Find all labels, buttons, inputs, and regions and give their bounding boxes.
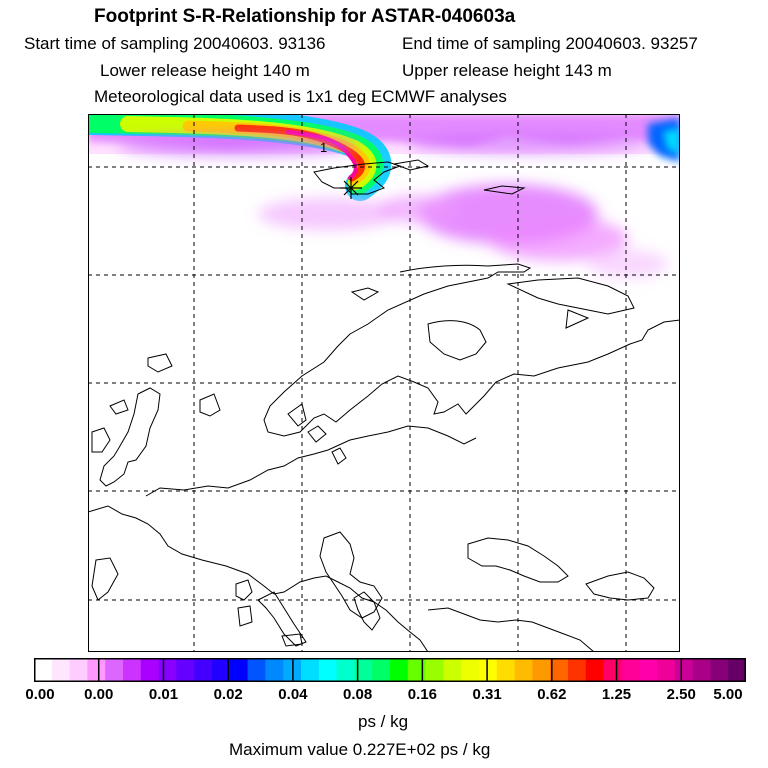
estonia-coast [331, 447, 347, 465]
gotland-coast [287, 403, 307, 427]
color-swatch [212, 658, 231, 682]
svalbard-coast [313, 161, 402, 195]
units-label: ps / kg [358, 712, 409, 731]
color-scale-tick-label: 0.16 [407, 686, 437, 703]
kola-coast [350, 287, 380, 301]
color-scale-tick-label: 0.00 [25, 686, 55, 703]
start-time-label: Start time of sampling 20040603. 93136 [24, 34, 326, 53]
color-swatch [568, 658, 587, 682]
anatolia-coast [427, 607, 595, 652]
barents-coast [506, 277, 635, 315]
color-swatch [105, 658, 124, 682]
color-swatch [657, 658, 676, 682]
color-swatch [728, 658, 746, 682]
corsica-coast [235, 579, 253, 601]
white-sea-coast [427, 320, 487, 361]
color-swatch [69, 658, 88, 682]
coastlines [88, 159, 680, 652]
color-scale-tick-label: 1.25 [601, 686, 632, 703]
color-swatch [51, 658, 71, 682]
color-swatch [87, 658, 106, 682]
balkan-coast [319, 531, 383, 619]
color-swatch [425, 658, 444, 682]
color-swatch [34, 658, 53, 682]
color-swatch [550, 658, 569, 682]
iceland-coast [147, 353, 173, 373]
scandinavia-coast [263, 263, 680, 437]
island-coast [392, 159, 430, 171]
color-swatch [674, 658, 694, 682]
map-frame [88, 114, 680, 652]
color-swatch [532, 658, 551, 682]
greece-coast [353, 591, 381, 631]
kanin-coast [565, 309, 590, 329]
color-swatch [176, 658, 195, 682]
color-swatch [265, 658, 284, 682]
release-location-label: 1 [320, 140, 327, 155]
color-swatch [514, 658, 533, 682]
color-swatch [372, 658, 391, 682]
color-scale-bar [34, 658, 746, 682]
continent-west-coast [88, 505, 429, 652]
baltic-island-coast [307, 425, 327, 443]
franz-josef-coast [483, 185, 526, 195]
color-scale-frame [34, 658, 746, 682]
chart-title: Footprint S-R-Relationship for ASTAR-040… [94, 6, 516, 27]
release-location-marker [340, 177, 362, 199]
color-swatch [496, 658, 516, 682]
shetland-coast [199, 393, 221, 417]
color-swatch [229, 658, 249, 682]
color-scale-tick-label: 0.00 [84, 686, 114, 703]
color-swatch [639, 658, 658, 682]
iberia-coast [91, 557, 119, 601]
color-scale-tick-label: 0.04 [278, 686, 308, 703]
lower-release-height-label: Lower release height 140 m [100, 61, 310, 80]
color-swatch [123, 658, 142, 682]
color-swatch [603, 658, 622, 682]
color-scale-tick-label: 2.50 [666, 686, 696, 703]
color-swatch [318, 658, 338, 682]
met-data-label: Meteorological data used is 1x1 deg ECMW… [94, 87, 507, 106]
max-value-label: Maximum value 0.227E+02 ps / kg [229, 740, 491, 759]
color-swatch [301, 658, 320, 682]
plume-right-cyan [663, 128, 680, 154]
continent-north-coast [145, 425, 477, 497]
color-swatch [140, 658, 160, 682]
caspian-coast [585, 571, 655, 601]
color-swatch [194, 658, 213, 682]
color-swatch [443, 658, 462, 682]
footprint-map: 1 [88, 114, 680, 652]
color-swatch [710, 658, 729, 682]
color-swatch [461, 658, 480, 682]
color-swatch [479, 658, 498, 682]
color-scale-tick-label: 0.31 [472, 686, 502, 703]
color-swatch [407, 658, 427, 682]
color-scale-tick-label: 0.01 [148, 686, 179, 703]
color-swatch [621, 658, 640, 682]
color-swatch [585, 658, 605, 682]
end-time-label: End time of sampling 20040603. 93257 [402, 34, 698, 53]
color-swatch [336, 658, 355, 682]
faroe-coast [109, 399, 129, 415]
color-swatch [354, 658, 373, 682]
color-scale-tick-label: 0.62 [537, 686, 567, 703]
sardinia-coast [237, 605, 253, 627]
black-sea-coast [467, 537, 569, 583]
color-swatch [390, 658, 409, 682]
britain-coast [99, 387, 161, 487]
color-swatch [158, 658, 177, 682]
plume-diffuse-patches [118, 134, 668, 278]
color-scale-tick-label: 5.00 [713, 686, 743, 703]
graticule [88, 114, 680, 652]
color-scale-tick-label: 0.02 [213, 686, 243, 703]
color-swatch [692, 658, 711, 682]
ireland-coast [91, 427, 111, 453]
color-swatch [247, 658, 266, 682]
color-scale-tick-label: 0.08 [343, 686, 373, 703]
upper-release-height-label: Upper release height 143 m [402, 61, 612, 80]
sicily-coast [281, 633, 303, 647]
